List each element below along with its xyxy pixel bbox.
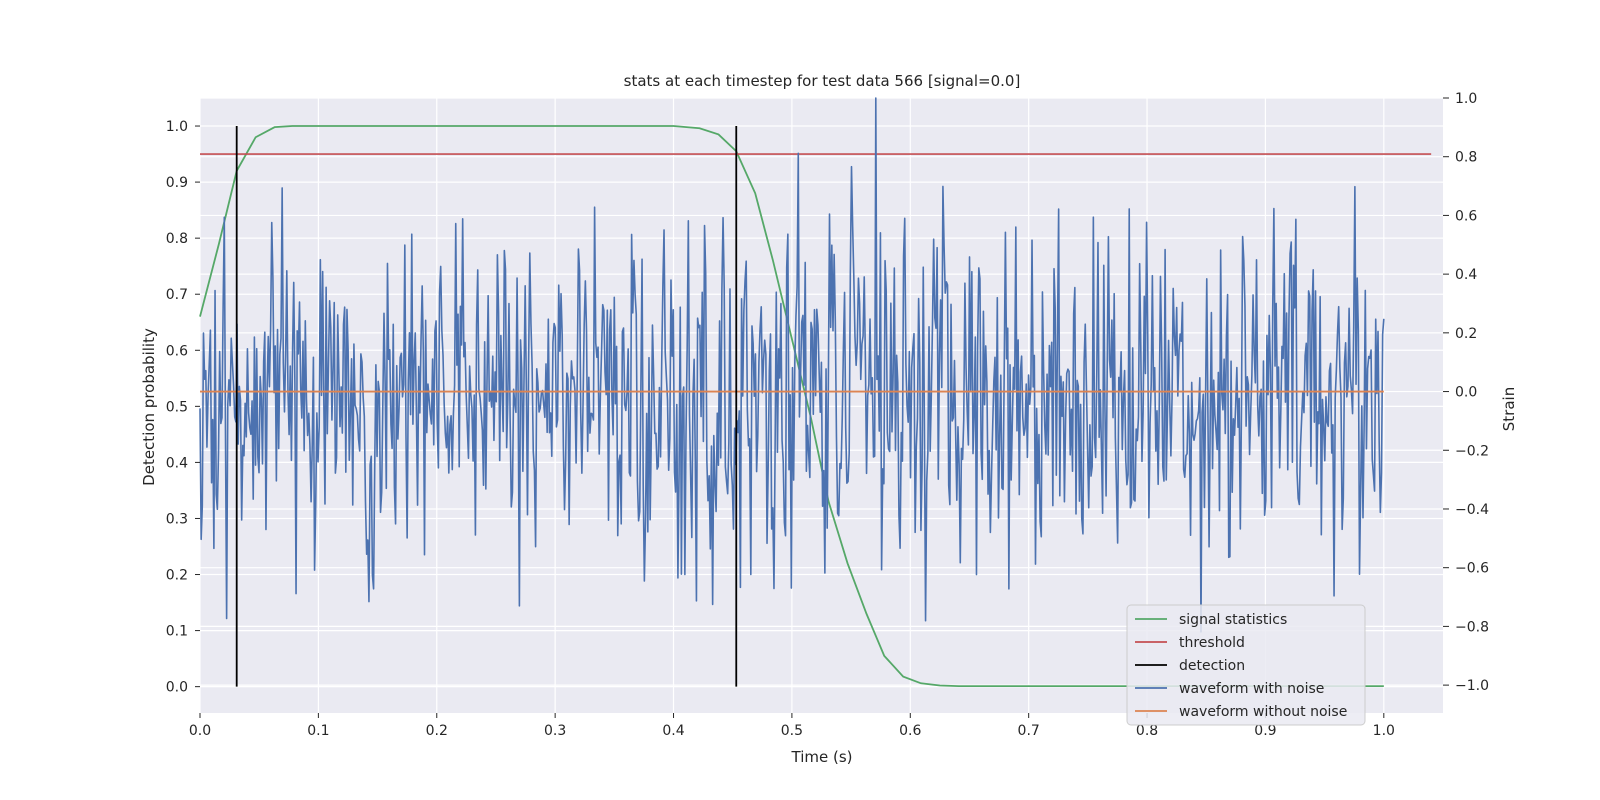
- y-axis-left: 0.0 0.1 0.2 0.3 0.4 0.5 0.6 0.7 0.8 0.9 1.0: [166, 119, 200, 696]
- y-tick-label: 0.5: [166, 399, 188, 415]
- x-tick-label: 0.8: [1136, 723, 1158, 739]
- y2-tick-label: 0.6: [1455, 208, 1477, 224]
- y-tick-label: 0.9: [166, 175, 188, 191]
- y2-tick-label: −1.0: [1455, 678, 1489, 694]
- y-tick-label: 0.7: [166, 287, 188, 303]
- x-tick-label: 0.2: [426, 723, 448, 739]
- y2-tick-label: −0.6: [1455, 561, 1489, 577]
- y-tick-label: 0.4: [166, 455, 188, 471]
- y2-tick-label: −0.8: [1455, 619, 1489, 635]
- y2-tick-label: 0.4: [1455, 267, 1477, 283]
- y-tick-label: 0.8: [166, 231, 188, 247]
- legend-label: threshold: [1179, 635, 1245, 651]
- x-tick-label: 0.3: [544, 723, 566, 739]
- y2-tick-label: 0.2: [1455, 326, 1477, 342]
- x-axis-label: Time (s): [791, 748, 853, 766]
- y2-tick-label: −0.2: [1455, 443, 1489, 459]
- x-axis: 0.0 0.1 0.2 0.3 0.4 0.5 0.6 0.7 0.8 0.9 1.0: [189, 713, 1395, 739]
- legend-box: [1126, 604, 1366, 726]
- x-tick-label: 0.9: [1254, 723, 1276, 739]
- legend-label: detection: [1179, 658, 1245, 674]
- x-tick-label: 1.0: [1373, 723, 1395, 739]
- x-tick-label: 0.4: [662, 723, 684, 739]
- y-axis-label: Detection probability: [140, 328, 158, 486]
- y2-tick-label: 0.8: [1455, 150, 1477, 166]
- legend-label: signal statistics: [1179, 612, 1287, 628]
- y-tick-label: 1.0: [166, 119, 188, 135]
- y-tick-label: 0.3: [166, 511, 188, 527]
- y2-axis-label: Strain: [1500, 387, 1518, 431]
- x-tick-label: 0.1: [307, 723, 329, 739]
- chart-title: stats at each timestep for test data 566…: [624, 72, 1021, 90]
- y2-tick-label: 0.0: [1455, 385, 1477, 401]
- y-tick-label: 0.0: [166, 680, 188, 696]
- x-tick-label: 0.0: [189, 723, 211, 739]
- y-tick-label: 0.6: [166, 343, 188, 359]
- y-tick-label: 0.2: [166, 568, 188, 584]
- x-tick-label: 0.7: [1018, 723, 1040, 739]
- y-axis-right: −1.0 −0.8 −0.6 −0.4 −0.2 0.0 0.2 0.4 0.6 0.8 1.0: [1443, 91, 1489, 694]
- y-tick-label: 0.1: [166, 624, 188, 640]
- series-layer: [199, 97, 1432, 687]
- x-tick-label: 0.6: [899, 723, 921, 739]
- legend-label: waveform without noise: [1179, 704, 1347, 720]
- y2-tick-label: 1.0: [1455, 91, 1477, 107]
- legend-label: waveform with noise: [1179, 681, 1324, 697]
- legend: signal statistics threshold detection wavef…: [1126, 604, 1366, 726]
- waveform-with-noise-line: [199, 97, 1385, 633]
- x-tick-label: 0.5: [781, 723, 803, 739]
- signal-statistics-line: [199, 125, 1384, 687]
- y2-tick-label: −0.4: [1455, 502, 1489, 518]
